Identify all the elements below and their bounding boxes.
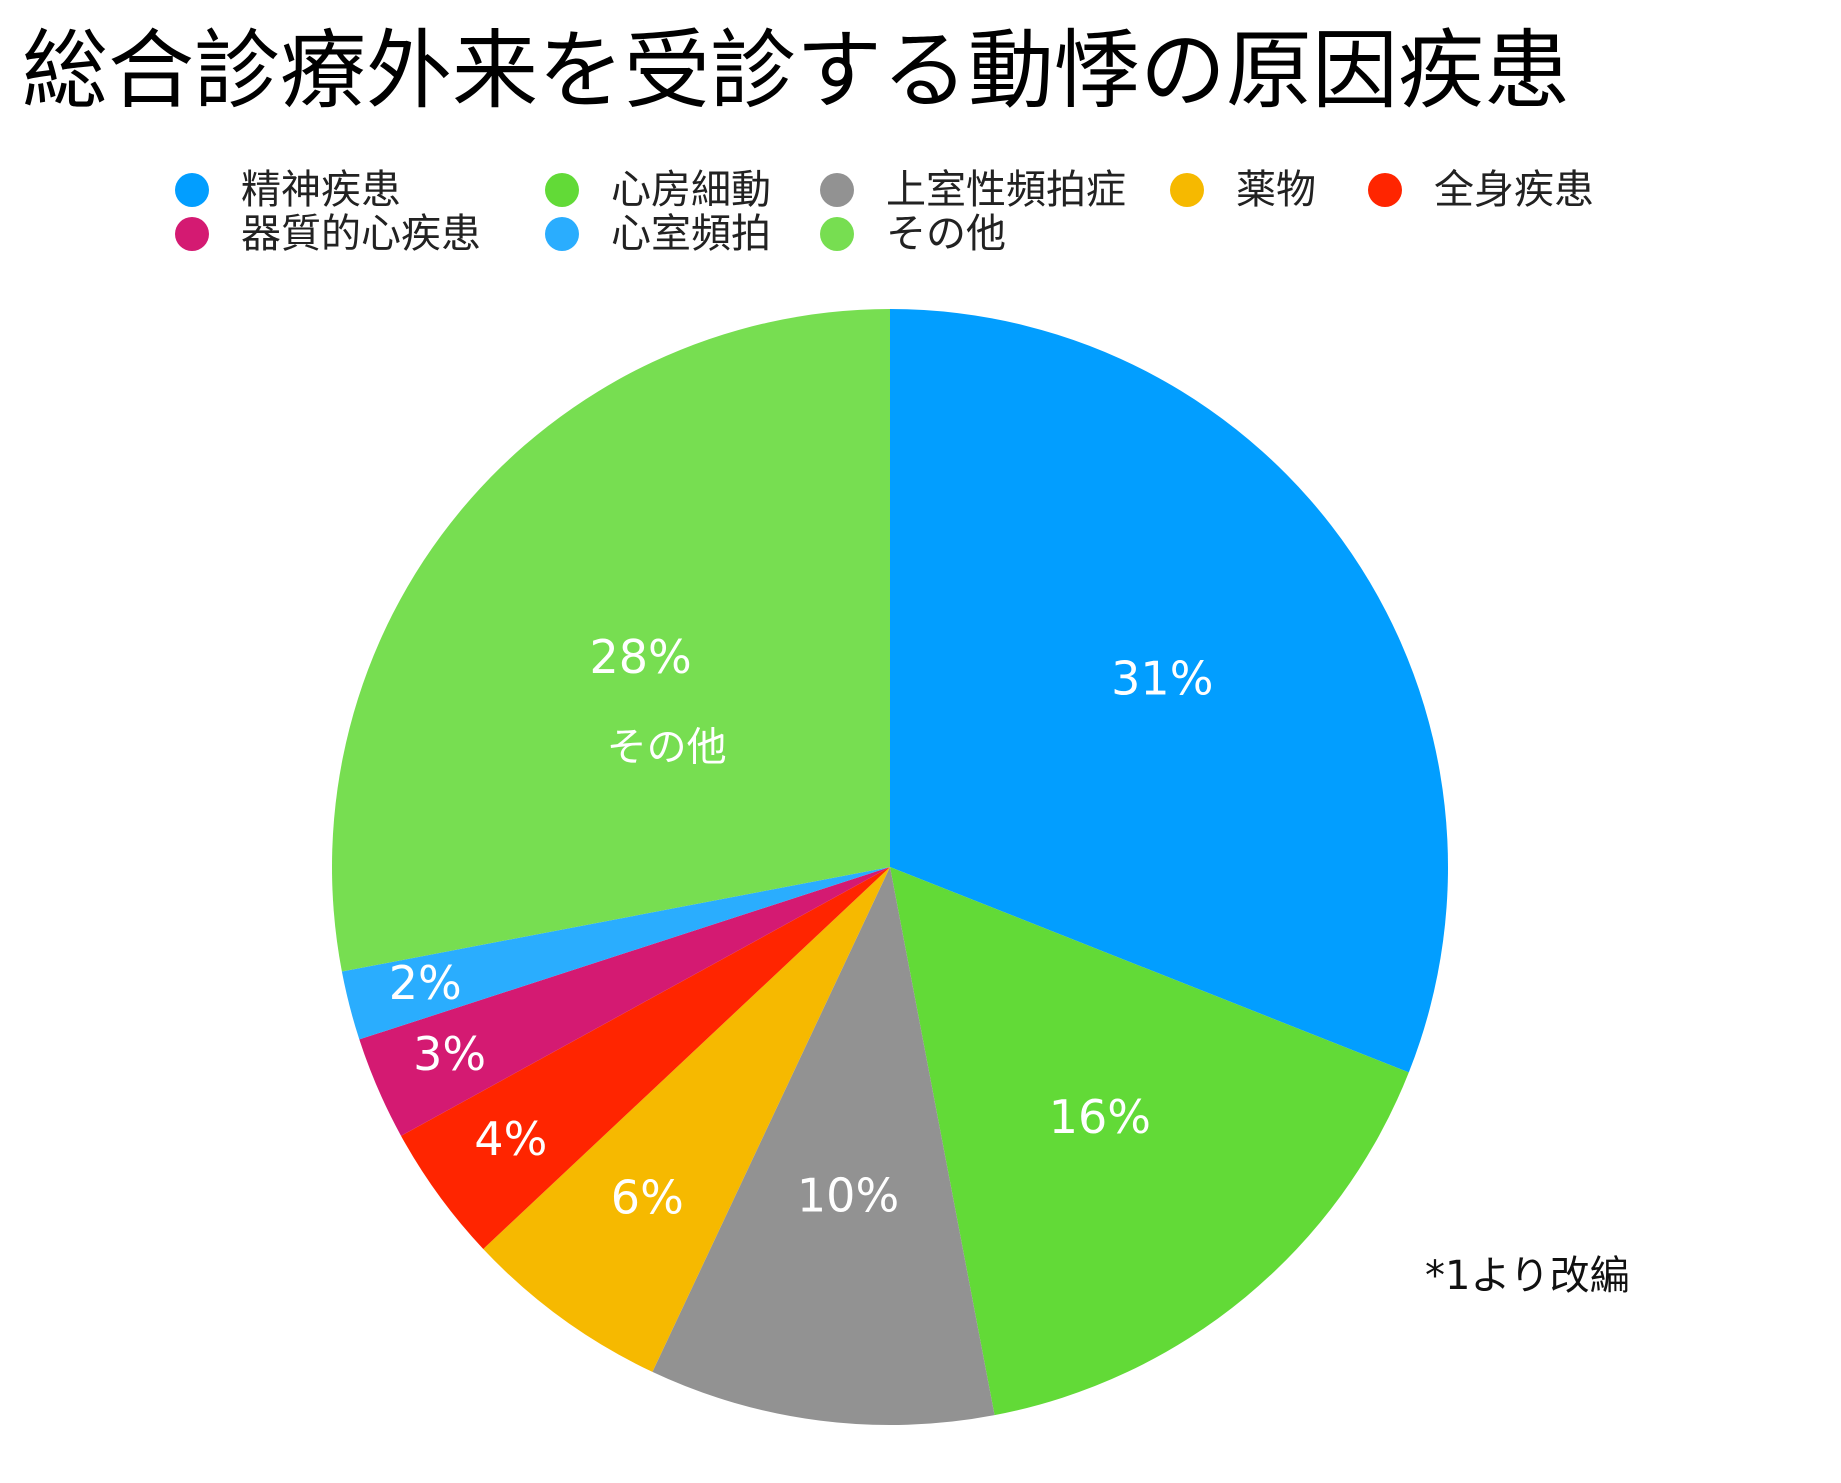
pie-slice bbox=[332, 309, 890, 972]
legend-label: 上室性頻拍症 bbox=[886, 167, 1126, 213]
slice-value-label: 6% bbox=[611, 1171, 684, 1225]
legend-item: 心房細動 bbox=[545, 168, 771, 212]
legend-label: 心室頻拍 bbox=[611, 211, 771, 257]
legend-item: 全身疾患 bbox=[1368, 168, 1594, 212]
legend-swatch-icon bbox=[175, 173, 209, 207]
legend-item: 器質的心疾患 bbox=[175, 212, 481, 256]
legend-item: 上室性頻拍症 bbox=[820, 168, 1126, 212]
legend-swatch-icon bbox=[545, 217, 579, 251]
legend-item: 精神疾患 bbox=[175, 168, 401, 212]
slice-value-label: 4% bbox=[474, 1112, 547, 1166]
slice-value-label: 28% bbox=[590, 630, 692, 684]
slice-value-label: 2% bbox=[389, 956, 462, 1010]
legend-label: 器質的心疾患 bbox=[241, 211, 481, 257]
legend-item: 薬物 bbox=[1170, 168, 1316, 212]
pie-slice bbox=[652, 867, 995, 1425]
legend-label: 薬物 bbox=[1236, 167, 1316, 213]
pie-slice bbox=[341, 867, 890, 1040]
legend-row-2: 器質的心疾患 心室頻拍 その他 bbox=[175, 212, 1675, 256]
pie-slices bbox=[332, 309, 1449, 1425]
slice-value-label: 3% bbox=[413, 1027, 486, 1081]
source-annotation: *1より改編 bbox=[1425, 1253, 1630, 1299]
pie-slice bbox=[401, 867, 890, 1249]
chart-title: 総合診療外来を受診する動悸の原因疾患 bbox=[22, 21, 1570, 121]
legend-row-1: 精神疾患 心房細動 上室性頻拍症 薬物 全身疾患 bbox=[175, 168, 1675, 212]
pie-slice bbox=[359, 867, 891, 1136]
legend-item: その他 bbox=[820, 212, 1006, 256]
legend-swatch-icon bbox=[175, 217, 209, 251]
pie-slice bbox=[890, 309, 1449, 1073]
legend-item: 心室頻拍 bbox=[545, 212, 771, 256]
legend-swatch-icon bbox=[1170, 173, 1204, 207]
pie-slice bbox=[890, 867, 1409, 1416]
legend-label: 精神疾患 bbox=[241, 167, 401, 213]
pie-labels: 31% 16% 10% 6% 4% 3% 2% 28% その他 bbox=[389, 630, 1214, 1224]
legend-swatch-icon bbox=[545, 173, 579, 207]
legend-label: その他 bbox=[886, 211, 1006, 257]
legend-label: 全身疾患 bbox=[1434, 167, 1594, 213]
slice-value-label: 16% bbox=[1049, 1090, 1151, 1144]
slice-category-label: その他 bbox=[607, 725, 727, 771]
legend-label: 心房細動 bbox=[611, 167, 771, 213]
legend-swatch-icon bbox=[820, 173, 854, 207]
pie-slice bbox=[483, 867, 890, 1372]
chart-legend: 精神疾患 心房細動 上室性頻拍症 薬物 全身疾患 器質的心疾患 心室頻拍 bbox=[175, 168, 1675, 256]
legend-swatch-icon bbox=[820, 217, 854, 251]
slice-value-label: 31% bbox=[1111, 651, 1213, 705]
legend-swatch-icon bbox=[1368, 173, 1402, 207]
slice-value-label: 10% bbox=[797, 1169, 899, 1223]
